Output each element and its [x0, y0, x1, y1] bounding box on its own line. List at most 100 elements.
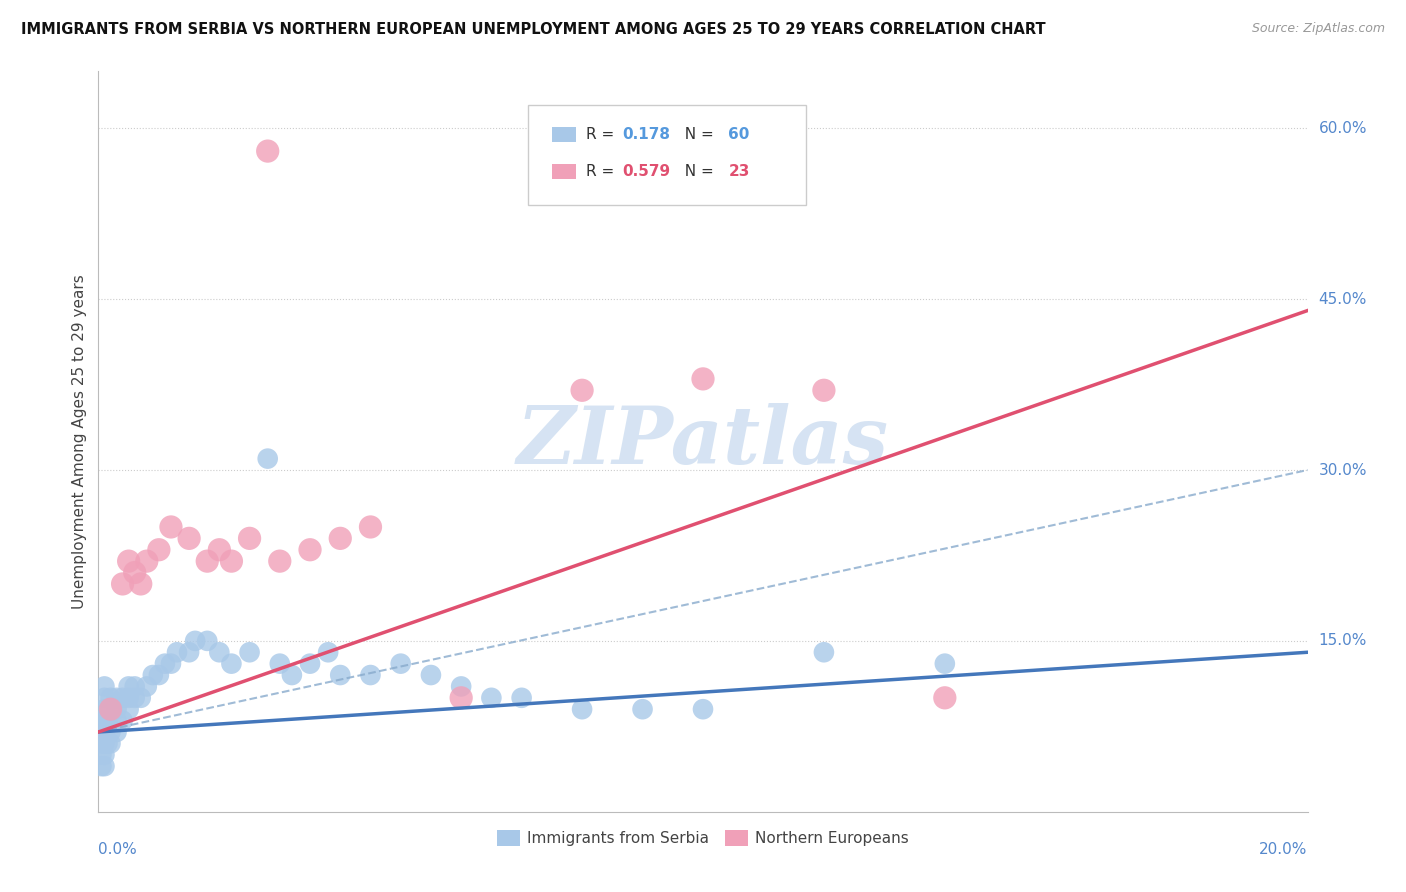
- Point: [93, 736, 115, 750]
- Point: [195, 633, 218, 648]
- Point: [692, 702, 714, 716]
- Point: [148, 542, 170, 557]
- Text: 20.0%: 20.0%: [1260, 842, 1308, 857]
- Point: [105, 702, 128, 716]
- Bar: [551, 127, 576, 142]
- Point: [329, 532, 352, 546]
- Point: [90, 714, 112, 728]
- Text: N =: N =: [675, 164, 718, 178]
- Point: [118, 702, 141, 716]
- Text: 23: 23: [728, 164, 749, 178]
- Point: [153, 657, 176, 671]
- Point: [510, 690, 533, 705]
- Text: ZIPatlas: ZIPatlas: [517, 403, 889, 480]
- FancyBboxPatch shape: [527, 104, 806, 204]
- Point: [100, 736, 122, 750]
- Point: [105, 725, 128, 739]
- Point: [360, 668, 382, 682]
- Point: [208, 542, 231, 557]
- Point: [316, 645, 339, 659]
- Point: [239, 645, 262, 659]
- Point: [129, 690, 152, 705]
- Text: 0.178: 0.178: [621, 127, 671, 142]
- Y-axis label: Unemployment Among Ages 25 to 29 years: Unemployment Among Ages 25 to 29 years: [72, 274, 87, 609]
- Text: N =: N =: [675, 127, 718, 142]
- Point: [100, 702, 122, 716]
- Point: [90, 759, 112, 773]
- Point: [450, 680, 472, 694]
- Point: [118, 680, 141, 694]
- Point: [813, 645, 835, 659]
- Point: [118, 690, 141, 705]
- Text: 30.0%: 30.0%: [1319, 463, 1367, 477]
- Point: [148, 668, 170, 682]
- Point: [631, 702, 654, 716]
- Text: 0.579: 0.579: [621, 164, 671, 178]
- Point: [100, 702, 122, 716]
- Point: [166, 645, 188, 659]
- Point: [571, 702, 593, 716]
- Point: [93, 747, 115, 762]
- Point: [118, 554, 141, 568]
- Point: [281, 668, 304, 682]
- Point: [360, 520, 382, 534]
- Point: [221, 657, 243, 671]
- Point: [93, 702, 115, 716]
- Point: [105, 690, 128, 705]
- Point: [100, 690, 122, 705]
- Text: 60.0%: 60.0%: [1319, 120, 1367, 136]
- Point: [93, 759, 115, 773]
- Point: [329, 668, 352, 682]
- Point: [481, 690, 503, 705]
- Point: [813, 384, 835, 398]
- Point: [269, 554, 291, 568]
- Point: [124, 690, 146, 705]
- Point: [179, 645, 201, 659]
- Text: 45.0%: 45.0%: [1319, 292, 1367, 307]
- Bar: [551, 164, 576, 178]
- Point: [208, 645, 231, 659]
- Point: [692, 372, 714, 386]
- Point: [934, 690, 956, 705]
- Point: [299, 657, 322, 671]
- Point: [142, 668, 165, 682]
- Point: [299, 542, 322, 557]
- Point: [90, 747, 112, 762]
- Point: [124, 566, 146, 580]
- Point: [934, 657, 956, 671]
- Point: [111, 577, 134, 591]
- Point: [221, 554, 243, 568]
- Text: Source: ZipAtlas.com: Source: ZipAtlas.com: [1251, 22, 1385, 36]
- Point: [179, 532, 201, 546]
- Point: [90, 725, 112, 739]
- Point: [256, 144, 278, 158]
- Point: [135, 554, 157, 568]
- Point: [420, 668, 443, 682]
- Text: R =: R =: [586, 127, 619, 142]
- Point: [160, 520, 183, 534]
- Point: [269, 657, 291, 671]
- Point: [96, 736, 118, 750]
- Text: 0.0%: 0.0%: [98, 842, 138, 857]
- Point: [129, 577, 152, 591]
- Point: [93, 690, 115, 705]
- Point: [100, 725, 122, 739]
- Point: [184, 633, 207, 648]
- Point: [239, 532, 262, 546]
- Point: [124, 680, 146, 694]
- Text: 60: 60: [728, 127, 749, 142]
- Point: [93, 714, 115, 728]
- Point: [160, 657, 183, 671]
- Point: [105, 714, 128, 728]
- Point: [90, 736, 112, 750]
- Text: R =: R =: [586, 164, 619, 178]
- Legend: Immigrants from Serbia, Northern Europeans: Immigrants from Serbia, Northern Europea…: [491, 824, 915, 852]
- Text: 15.0%: 15.0%: [1319, 633, 1367, 648]
- Point: [111, 690, 134, 705]
- Point: [195, 554, 218, 568]
- Point: [96, 714, 118, 728]
- Text: IMMIGRANTS FROM SERBIA VS NORTHERN EUROPEAN UNEMPLOYMENT AMONG AGES 25 TO 29 YEA: IMMIGRANTS FROM SERBIA VS NORTHERN EUROP…: [21, 22, 1046, 37]
- Point: [111, 714, 134, 728]
- Point: [256, 451, 278, 466]
- Point: [389, 657, 412, 671]
